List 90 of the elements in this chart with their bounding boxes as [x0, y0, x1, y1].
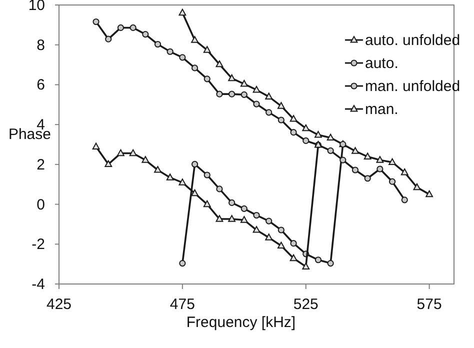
- point: [327, 147, 334, 154]
- point: [265, 92, 273, 100]
- point: [290, 114, 298, 122]
- point: [266, 218, 272, 224]
- y-tick-label: 0: [36, 196, 45, 214]
- y-tick-label: 8: [36, 36, 45, 54]
- y-tick-label: 2: [36, 156, 45, 174]
- point: [290, 254, 298, 262]
- point: [302, 262, 310, 270]
- point: [314, 130, 322, 138]
- point: [191, 160, 198, 168]
- point: [327, 260, 334, 267]
- point: [228, 215, 236, 222]
- point: [240, 80, 248, 87]
- point: [204, 76, 210, 82]
- point: [240, 205, 248, 212]
- point: [388, 158, 396, 166]
- point: [117, 24, 124, 32]
- point: [240, 91, 248, 98]
- point: [216, 60, 224, 68]
- point: [129, 149, 137, 156]
- point: [400, 168, 408, 176]
- point: [130, 24, 136, 32]
- point: [278, 226, 284, 234]
- point: [179, 260, 186, 267]
- y-tick-label: -2: [32, 236, 45, 254]
- point: [426, 190, 434, 198]
- point: [179, 54, 186, 61]
- point: [104, 160, 112, 168]
- point: [228, 74, 236, 82]
- point: [253, 212, 260, 219]
- point: [376, 156, 384, 163]
- point: [191, 36, 198, 43]
- point: [401, 196, 408, 204]
- point: [142, 156, 150, 163]
- point: [277, 102, 285, 109]
- point: [105, 36, 112, 42]
- point: [413, 183, 421, 190]
- point: [92, 18, 100, 26]
- point: [253, 100, 260, 108]
- point: [252, 226, 260, 233]
- x-tick-label: 475: [170, 296, 195, 313]
- point: [216, 90, 223, 98]
- point: [265, 234, 273, 240]
- point: [204, 172, 210, 178]
- point: [240, 216, 248, 223]
- legend-label: man. unfolded: [365, 78, 460, 95]
- point: [290, 240, 297, 247]
- y-tick-label: 6: [36, 76, 45, 94]
- point: [290, 129, 297, 136]
- x-axis-title: Frequency [kHz]: [186, 314, 296, 331]
- point: [166, 48, 174, 55]
- point: [117, 149, 124, 156]
- point: [278, 116, 284, 124]
- point: [228, 199, 236, 206]
- point: [364, 152, 372, 160]
- point: [178, 8, 186, 16]
- point: [277, 242, 285, 249]
- point: [388, 178, 396, 185]
- legend-label: auto.: [365, 55, 398, 72]
- point: [228, 90, 236, 98]
- x-tick-label: 425: [46, 296, 72, 313]
- point: [216, 186, 223, 192]
- point: [266, 109, 272, 116]
- point: [154, 40, 162, 48]
- point: [352, 166, 359, 174]
- point: [302, 124, 310, 132]
- point: [203, 200, 211, 208]
- point: [252, 86, 260, 93]
- point: [203, 46, 211, 53]
- point: [326, 134, 334, 141]
- point: [352, 147, 359, 154]
- point: [178, 178, 186, 186]
- point: [340, 156, 346, 164]
- point: [166, 174, 174, 180]
- point: [142, 30, 149, 38]
- legend-label: man.: [365, 101, 398, 118]
- legend-label: auto. unfolded: [365, 32, 460, 49]
- point: [92, 142, 100, 150]
- point: [376, 166, 384, 172]
- point: [191, 189, 198, 196]
- point: [216, 215, 224, 222]
- x-tick-label: 525: [293, 296, 318, 313]
- point: [191, 64, 198, 72]
- point: [364, 175, 371, 182]
- x-tick-label: 575: [416, 296, 442, 313]
- point: [314, 256, 322, 264]
- y-tick-label: -4: [32, 276, 45, 293]
- point: [154, 166, 162, 173]
- point: [302, 137, 310, 144]
